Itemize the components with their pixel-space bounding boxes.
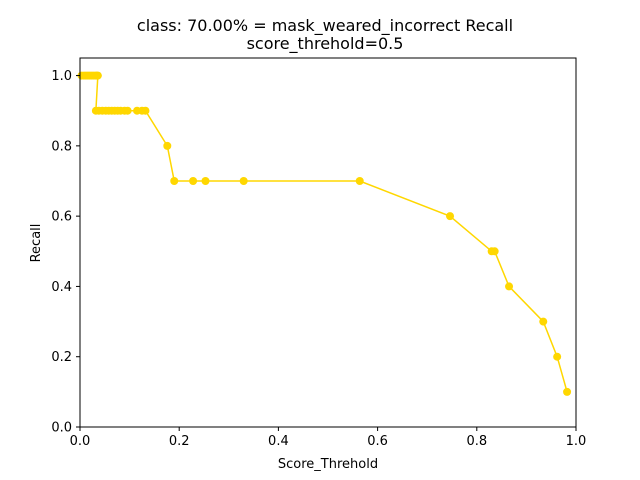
y-axis: 0.0 0.2 0.4 0.6 0.8 1.0 — [51, 69, 80, 436]
data-point — [553, 352, 562, 361]
x-tick-label: 0.8 — [466, 434, 487, 449]
x-tick-label: 0.6 — [367, 434, 388, 449]
x-tick-label: 0.4 — [268, 434, 289, 449]
data-point — [239, 177, 248, 185]
x-tick-label: 1.0 — [566, 434, 587, 449]
y-axis-label: Recall — [29, 224, 44, 263]
y-tick-label: 0.2 — [51, 350, 72, 365]
x-axis: 0.0 0.2 0.4 0.6 0.8 1.0 — [70, 427, 587, 449]
data-point — [446, 212, 455, 221]
plot-area — [77, 71, 572, 396]
data-point — [201, 177, 210, 185]
data-point — [141, 106, 150, 115]
y-tick-label: 0.8 — [51, 139, 72, 154]
chart-subtitle: score_threhold=0.5 — [247, 34, 404, 54]
data-point — [355, 177, 364, 185]
data-point — [163, 141, 172, 150]
axes-frame — [79, 57, 577, 428]
data-point — [505, 282, 514, 291]
x-tick-label: 0.2 — [169, 434, 190, 449]
y-tick-label: 1.0 — [51, 69, 72, 84]
data-point — [539, 317, 548, 326]
data-point — [170, 177, 179, 185]
data-point — [93, 71, 102, 80]
data-point — [123, 106, 132, 115]
data-point — [490, 247, 499, 256]
data-point — [189, 177, 198, 185]
y-tick-label: 0.6 — [51, 210, 72, 225]
series-line-0 — [81, 74, 568, 393]
x-tick-label: 0.0 — [70, 434, 91, 449]
x-axis-label: Score_Threhold — [278, 457, 378, 472]
y-tick-label: 0.0 — [51, 421, 72, 436]
y-tick-label: 0.4 — [51, 280, 72, 295]
data-point — [563, 387, 572, 396]
chart-title: class: 70.00% = mask_weared_incorrect Re… — [137, 16, 513, 36]
